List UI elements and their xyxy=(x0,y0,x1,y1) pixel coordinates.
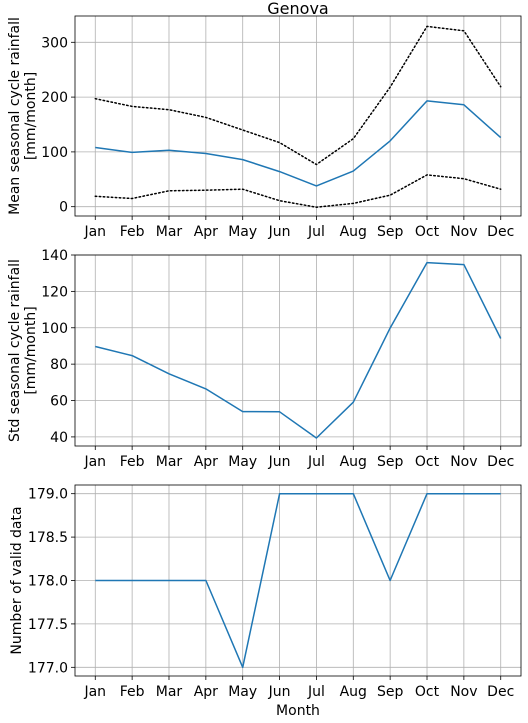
x-tick-label: Jan xyxy=(83,224,106,240)
x-tick-label: Apr xyxy=(194,224,218,240)
x-tick-label: Nov xyxy=(450,454,477,470)
series-line-1 xyxy=(95,261,502,439)
chart-title: Genova xyxy=(267,0,328,18)
x-tick-label: Nov xyxy=(450,684,477,700)
plot-frame xyxy=(74,254,522,447)
y-axis-label: Mean seasonal cycle rainfall xyxy=(7,17,23,215)
x-tick-label: Dec xyxy=(487,224,514,240)
x-tick-label: May xyxy=(228,684,257,700)
x-tick-label: May xyxy=(228,224,257,240)
x-tick-label: Oct xyxy=(415,224,440,240)
series-line-1 xyxy=(95,492,501,669)
y-tick-label: 40 xyxy=(50,430,68,446)
y-tick-label: 100 xyxy=(41,145,68,161)
x-tick-label: Feb xyxy=(120,454,145,470)
x-tick-label: Sep xyxy=(377,684,404,700)
x-tick-label: May xyxy=(228,454,257,470)
x-axis-label: Month xyxy=(276,703,320,719)
x-tick-label: Jun xyxy=(268,224,291,240)
x-tick-label: Aug xyxy=(340,224,367,240)
x-tick-label: Oct xyxy=(415,684,440,700)
y-tick-label: 140 xyxy=(41,248,68,264)
x-tick-label: Sep xyxy=(377,454,404,470)
y-tick-label: 200 xyxy=(41,90,68,106)
series-line-3 xyxy=(94,174,502,208)
x-tick-label: Mar xyxy=(156,224,183,240)
plot-frame xyxy=(74,15,522,217)
x-tick-label: Apr xyxy=(194,684,218,700)
y-tick-label: 60 xyxy=(50,394,68,410)
y-tick-label: 179.0 xyxy=(28,487,68,503)
chart-panel-3: Jan Feb Mar Apr May Jun Jul Aug Sep Oct Nov Dec 177.… xyxy=(9,484,522,719)
y-axis-label: [mm/month] xyxy=(23,72,39,160)
y-tick-label: 80 xyxy=(50,357,68,373)
series-line-1 xyxy=(95,100,502,187)
x-tick-label: Oct xyxy=(415,454,440,470)
x-tick-label: Dec xyxy=(487,684,514,700)
x-tick-label: Jun xyxy=(268,684,291,700)
x-tick-label: Jun xyxy=(268,454,291,470)
y-tick-label: 120 xyxy=(41,284,68,300)
x-tick-label: Jul xyxy=(307,684,325,700)
y-tick-label: 178.0 xyxy=(28,574,68,590)
y-tick-label: 300 xyxy=(41,35,68,51)
y-tick-label: 0 xyxy=(59,200,68,216)
x-tick-label: Feb xyxy=(120,224,145,240)
x-tick-label: Jan xyxy=(83,684,106,700)
y-axis-label: Std seasonal cycle rainfall xyxy=(7,259,23,442)
chart-panel-1: Jan Feb Mar Apr May Jun Jul Aug Sep Oct Nov Dec 0 100… xyxy=(7,0,522,240)
x-tick-label: Nov xyxy=(450,224,477,240)
y-tick-label: 177.5 xyxy=(28,617,68,633)
series-line-2 xyxy=(94,25,502,166)
x-tick-label: Jul xyxy=(307,454,325,470)
x-tick-label: Aug xyxy=(340,684,367,700)
x-tick-label: Jul xyxy=(307,224,325,240)
y-axis-label: [mm/month] xyxy=(23,306,39,394)
x-tick-label: Dec xyxy=(487,454,514,470)
y-tick-label: 100 xyxy=(41,321,68,337)
y-axis-label: Number of valid data xyxy=(9,506,25,654)
x-tick-label: Aug xyxy=(340,454,367,470)
x-tick-label: Feb xyxy=(120,684,145,700)
x-tick-label: Mar xyxy=(156,454,183,470)
x-tick-label: Jan xyxy=(83,454,106,470)
x-tick-label: Sep xyxy=(377,224,404,240)
y-tick-label: 177.0 xyxy=(28,660,68,676)
x-tick-label: Apr xyxy=(194,454,218,470)
y-tick-label: 178.5 xyxy=(28,530,68,546)
x-tick-label: Mar xyxy=(156,684,183,700)
chart-panel-2: Jan Feb Mar Apr May Jun Jul Aug Sep Oct Nov Dec 40 60… xyxy=(7,248,522,470)
